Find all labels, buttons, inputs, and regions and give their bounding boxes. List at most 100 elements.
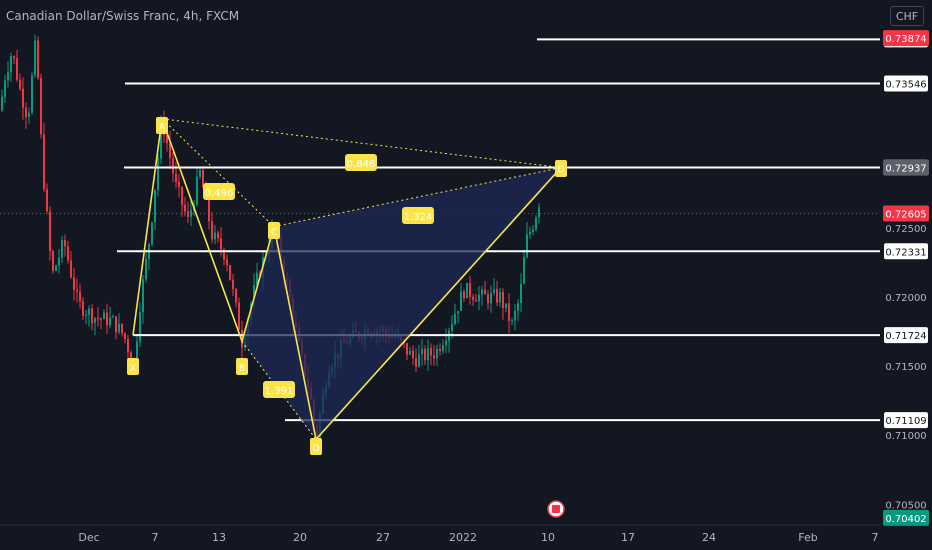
pattern-fill-cd	[274, 167, 561, 440]
point-label-text: D	[313, 444, 320, 454]
candle	[196, 168, 198, 207]
candle-body	[238, 302, 240, 330]
candle	[61, 235, 63, 264]
candle	[538, 203, 540, 224]
candle	[25, 102, 27, 129]
level-price-tag[interactable]: 0.72331	[884, 243, 928, 260]
ratio-text: 1.324	[404, 212, 433, 223]
candle	[460, 283, 462, 312]
ratio-text: 0.496	[205, 188, 234, 199]
candle-body	[469, 283, 471, 297]
level-tag-text: 0.72331	[885, 247, 926, 258]
candle-body	[202, 169, 204, 188]
price-badge[interactable]: 0.72937	[883, 159, 929, 176]
time-axis[interactable]: Dec 7 13 20 27 2022 10 17 24 Feb 7	[0, 500, 880, 544]
candle-body	[217, 232, 219, 239]
candle	[493, 278, 495, 296]
candle	[121, 323, 123, 337]
candle	[421, 339, 423, 366]
price-badge-text: 0.70402	[885, 514, 926, 525]
candle	[457, 310, 459, 324]
candle	[1, 89, 3, 112]
pattern-ratio-label[interactable]: 0.846	[345, 154, 377, 171]
candle	[34, 34, 36, 79]
candle-body	[514, 310, 516, 321]
candle-body	[223, 249, 225, 260]
candle-body	[103, 312, 105, 320]
candle	[37, 36, 39, 80]
ratio-bg	[203, 183, 235, 200]
candle	[103, 309, 105, 320]
candle	[109, 306, 111, 329]
candle-body	[520, 283, 522, 303]
candle	[169, 130, 171, 170]
pattern-ratio-label[interactable]: 1.391	[263, 381, 295, 398]
pattern-ratio-line	[161, 118, 562, 169]
candle-body	[418, 354, 420, 367]
y-tick-label: 0.70500	[885, 500, 926, 511]
candle	[475, 293, 477, 302]
pattern-leg-projection[interactable]	[315, 167, 562, 440]
candle-body	[478, 294, 480, 302]
candle-body	[445, 340, 447, 346]
candle-body	[142, 279, 144, 313]
candle-body	[232, 279, 234, 290]
candle	[187, 201, 189, 224]
candle	[529, 226, 531, 240]
candle-body	[40, 77, 42, 135]
candle-body	[49, 211, 51, 252]
pattern-point-label[interactable]: X	[127, 358, 139, 375]
candle-body	[16, 58, 18, 80]
pattern-point-label[interactable]: C	[268, 222, 280, 239]
flag-icon-center	[552, 505, 560, 513]
pattern-point-label[interactable]: B	[236, 358, 248, 375]
candle-body	[436, 348, 438, 359]
level-price-tag[interactable]: 0.71724	[884, 327, 928, 344]
candle	[76, 278, 78, 303]
candle	[499, 287, 501, 308]
candle	[505, 303, 507, 313]
pattern-ratio-label[interactable]: 0.496	[203, 183, 235, 200]
candle	[217, 230, 219, 243]
pattern-ratio-label[interactable]: 1.324	[402, 207, 434, 224]
candle-body	[439, 348, 441, 352]
harmonic-pattern[interactable]: 0.496 1.391 1.324 0.846 X A B C D D	[127, 117, 567, 455]
level-price-tag[interactable]: 0.71109	[884, 412, 928, 429]
candle-body	[187, 211, 189, 217]
point-label-bg	[156, 117, 168, 134]
candle	[511, 317, 513, 326]
projected-point-label[interactable]: D	[555, 160, 567, 177]
candle	[223, 247, 225, 266]
candle-body	[190, 209, 192, 217]
candle-body	[208, 196, 210, 222]
candle-body	[412, 350, 414, 359]
candle	[118, 313, 120, 335]
price-badge[interactable]: 0.73874	[883, 30, 929, 47]
price-badge[interactable]: 0.72605	[883, 205, 929, 222]
candle-body	[421, 348, 423, 355]
candle	[418, 344, 420, 368]
flag-icon[interactable]	[547, 500, 565, 518]
point-label-bg	[555, 160, 567, 177]
candle	[19, 73, 21, 91]
price-axis[interactable]: 0.738650.735460.729380.723310.717240.711…	[880, 0, 932, 526]
level-price-tag[interactable]: 0.73546	[884, 75, 928, 92]
currency-button[interactable]: CHF	[890, 6, 924, 26]
candle	[82, 297, 84, 321]
candle-body	[433, 355, 435, 359]
price-badge[interactable]: 0.70402	[883, 509, 929, 526]
candle	[55, 264, 57, 272]
pattern-point-label[interactable]: A	[156, 117, 168, 134]
candle-body	[409, 350, 411, 355]
candle	[94, 316, 96, 336]
pattern-point-label[interactable]: D	[310, 438, 322, 455]
level-tag-bg	[884, 75, 928, 92]
pattern-ratio-line	[161, 118, 275, 227]
candle-body	[13, 56, 15, 59]
candle-body	[130, 352, 132, 364]
candle-body	[70, 260, 72, 278]
price-badge-bg	[883, 159, 929, 176]
candle	[430, 343, 432, 366]
